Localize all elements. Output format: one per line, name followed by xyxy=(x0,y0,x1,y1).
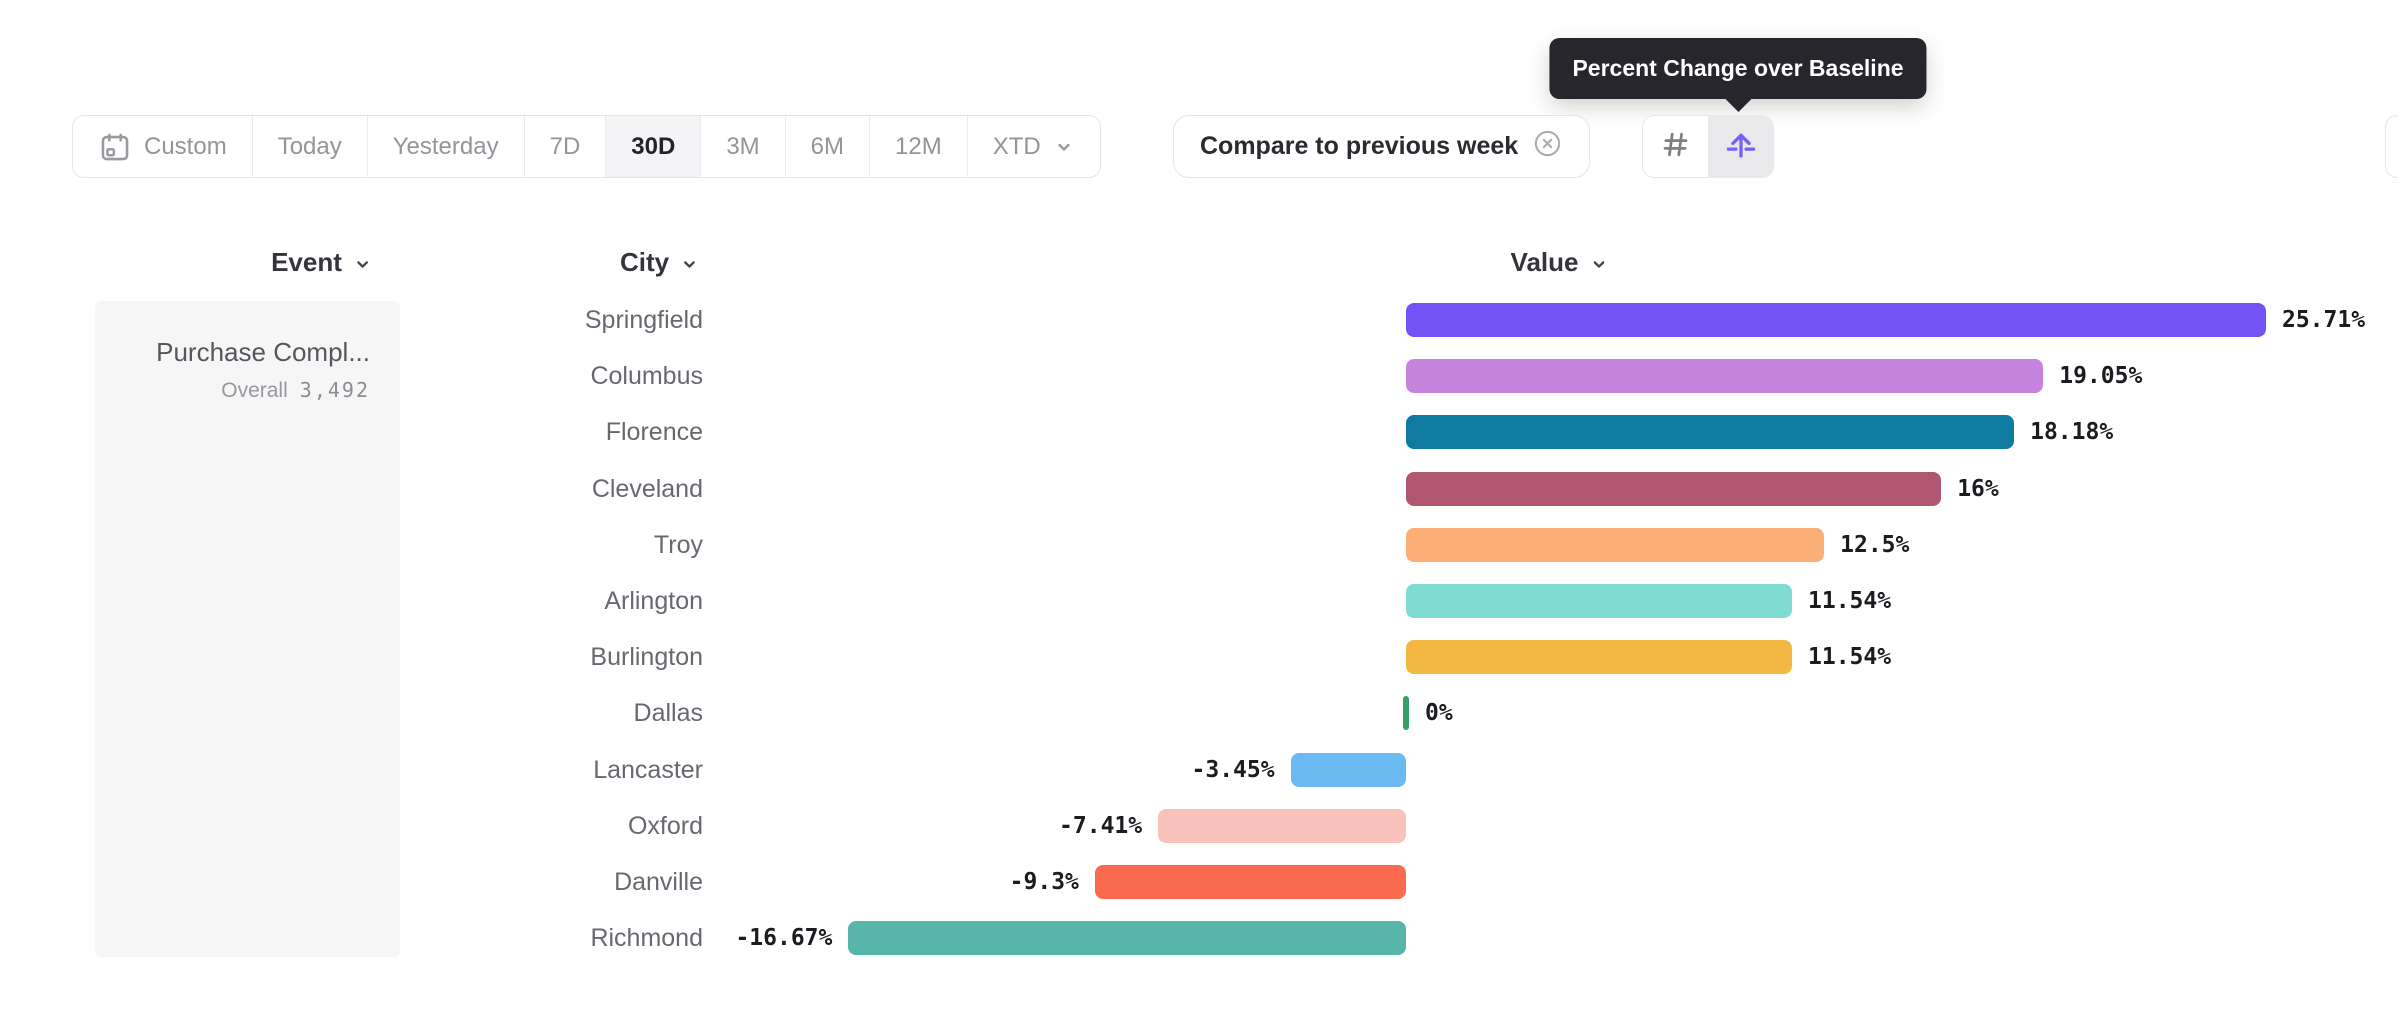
tooltip-arrow xyxy=(1723,98,1752,112)
percent-change-view-button[interactable] xyxy=(1708,116,1773,177)
value-label: -7.41% xyxy=(1059,812,1143,839)
hash-icon xyxy=(1659,128,1692,166)
chart-row: Dallas 0% xyxy=(0,685,2398,741)
city-label: Florence xyxy=(605,418,703,447)
bar[interactable] xyxy=(1406,527,1825,562)
date-range-label: Today xyxy=(277,132,342,160)
chevron-down-icon xyxy=(1588,251,1609,275)
value-label: -9.3% xyxy=(1009,868,1079,895)
value-label: -16.67% xyxy=(735,925,833,952)
event-overall-row: Overall 3,492 xyxy=(95,378,400,403)
bar[interactable] xyxy=(1094,864,1406,899)
date-range-3m[interactable]: 3M xyxy=(700,116,784,177)
tooltip-text: Percent Change over Baseline xyxy=(1572,55,1904,81)
chart-row: Cleveland 16% xyxy=(0,461,2398,517)
column-header-city[interactable]: City xyxy=(620,247,700,278)
date-range-label: Yesterday xyxy=(392,132,499,160)
event-panel[interactable]: Purchase Compl... Overall 3,492 xyxy=(95,301,400,957)
bar[interactable] xyxy=(1406,359,2044,394)
value-label: -3.45% xyxy=(1191,756,1275,783)
city-label: Troy xyxy=(653,530,703,559)
date-range-label: 7D xyxy=(549,132,581,160)
date-range-6m[interactable]: 6M xyxy=(784,116,869,177)
column-header-label: City xyxy=(619,247,670,277)
date-range-custom[interactable]: Custom xyxy=(73,116,252,177)
bar[interactable] xyxy=(1406,303,2266,337)
chart-row: Springfield 25.71% xyxy=(0,292,2398,348)
date-range-30d[interactable]: 30D xyxy=(605,116,701,177)
chart-row: Richmond -16.67% xyxy=(0,910,2398,966)
chart-row: Florence 18.18% xyxy=(0,404,2398,460)
value-label: 16% xyxy=(1957,475,1999,502)
date-range-label: 12M xyxy=(895,132,942,160)
overall-label: Overall xyxy=(221,379,288,402)
number-view-button[interactable] xyxy=(1643,116,1708,177)
city-label: Columbus xyxy=(590,362,703,391)
column-header-label: Value xyxy=(1510,247,1579,277)
date-range-label: 3M xyxy=(726,132,760,160)
chart-row: Arlington 11.54% xyxy=(0,573,2398,629)
baseline-arrow-icon xyxy=(1723,126,1759,167)
date-range-toolbar: Custom Today Yesterday 7D 30D 3M 6M 12M … xyxy=(72,115,1101,178)
date-range-xtd[interactable]: XTD xyxy=(966,116,1100,177)
city-label: Springfield xyxy=(584,306,703,334)
value-label: 19.05% xyxy=(2059,363,2143,390)
column-header-value[interactable]: Value xyxy=(1511,247,1610,278)
date-range-label: 30D xyxy=(631,132,676,160)
overall-value: 3,492 xyxy=(299,378,370,402)
date-range-yesterday[interactable]: Yesterday xyxy=(366,116,524,177)
date-range-7d[interactable]: 7D xyxy=(523,116,606,177)
value-display-toggle xyxy=(1642,115,1774,178)
chart-row: Columbus 19.05% xyxy=(0,348,2398,404)
date-range-label: 6M xyxy=(810,132,844,160)
chevron-down-icon xyxy=(679,251,700,275)
city-label: Danville xyxy=(614,867,703,896)
value-label: 11.54% xyxy=(1808,644,1892,671)
city-label: Burlington xyxy=(590,643,703,672)
value-label: 18.18% xyxy=(2030,419,2114,446)
clipped-right-button[interactable] xyxy=(2385,115,2398,178)
column-header-event[interactable]: Event xyxy=(271,247,373,278)
event-name: Purchase Compl... xyxy=(156,337,370,367)
city-label: Lancaster xyxy=(593,755,703,784)
date-range-today[interactable]: Today xyxy=(251,116,367,177)
bar[interactable] xyxy=(1406,640,1792,675)
remove-compare-icon[interactable] xyxy=(1532,128,1563,166)
chart-row: Oxford -7.41% xyxy=(0,798,2398,854)
chart-row: Danville -9.3% xyxy=(0,854,2398,910)
date-range-12m[interactable]: 12M xyxy=(869,116,967,177)
city-label: Oxford xyxy=(627,811,703,840)
chevron-down-icon xyxy=(352,251,373,275)
value-label: 25.71% xyxy=(2281,307,2366,333)
chart-row: Burlington 11.54% xyxy=(0,629,2398,685)
date-range-label: Custom xyxy=(144,132,227,160)
bar[interactable] xyxy=(848,921,1406,956)
city-label: Richmond xyxy=(590,924,703,953)
city-label: Cleveland xyxy=(591,474,703,503)
bar[interactable] xyxy=(1406,415,2015,450)
compare-button[interactable]: Compare to previous week xyxy=(1173,115,1591,178)
bar[interactable] xyxy=(1290,752,1406,787)
zero-baseline-tick[interactable] xyxy=(1403,696,1409,731)
bar[interactable] xyxy=(1406,471,1942,506)
city-label: Dallas xyxy=(633,699,703,728)
bar[interactable] xyxy=(1406,583,1792,618)
value-label: 0% xyxy=(1425,700,1453,727)
chevron-down-icon xyxy=(1053,136,1075,158)
calendar-icon xyxy=(98,130,132,164)
value-label: 12.5% xyxy=(1840,531,1910,558)
tooltip: Percent Change over Baseline xyxy=(1549,38,1927,112)
chart-row: Troy 12.5% xyxy=(0,517,2398,573)
value-label: 11.54% xyxy=(1808,587,1892,614)
chart-row: Lancaster -3.45% xyxy=(0,742,2398,798)
bar-chart: Springfield 25.71% Columbus 19.05% Florence 1… xyxy=(0,292,2398,966)
date-range-label: XTD xyxy=(992,132,1041,160)
city-label: Arlington xyxy=(604,586,703,615)
column-header-label: Event xyxy=(271,247,342,277)
compare-label: Compare to previous week xyxy=(1200,132,1519,160)
bar[interactable] xyxy=(1158,808,1406,843)
